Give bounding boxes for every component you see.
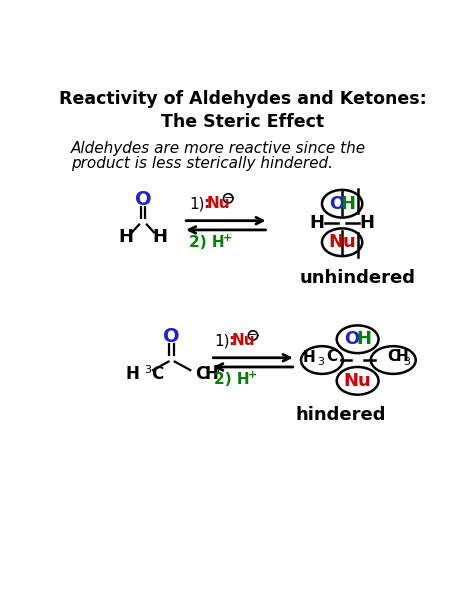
Text: C: C <box>326 350 337 364</box>
Text: The Steric Effect: The Steric Effect <box>161 113 325 131</box>
Text: H: H <box>204 365 218 383</box>
Text: 1): 1) <box>214 333 230 348</box>
Text: 2) H: 2) H <box>190 235 225 249</box>
Text: hindered: hindered <box>296 406 386 424</box>
Text: −: − <box>224 194 233 203</box>
Text: Nu: Nu <box>231 333 255 348</box>
Text: H: H <box>396 350 408 364</box>
Text: O: O <box>135 191 151 209</box>
Text: −: − <box>248 330 258 341</box>
Text: 3: 3 <box>144 365 151 375</box>
Text: Nu: Nu <box>207 196 230 211</box>
Text: Nu: Nu <box>344 372 372 390</box>
Text: 1): 1) <box>190 196 205 211</box>
Text: O: O <box>329 195 344 212</box>
Text: H: H <box>341 195 356 212</box>
Text: H: H <box>359 214 374 232</box>
Text: C: C <box>195 365 207 383</box>
Text: C: C <box>387 350 398 364</box>
Text: 3: 3 <box>317 356 324 367</box>
Text: +: + <box>247 370 257 381</box>
Text: :: : <box>203 196 210 211</box>
Text: :: : <box>228 333 235 348</box>
Text: H: H <box>310 214 325 232</box>
Text: Aldehydes are more reactive since the: Aldehydes are more reactive since the <box>71 141 366 155</box>
Text: Reactivity of Aldehydes and Ketones:: Reactivity of Aldehydes and Ketones: <box>59 90 427 108</box>
Text: 3: 3 <box>403 356 410 367</box>
Text: H: H <box>125 365 139 383</box>
Text: H: H <box>118 228 133 246</box>
Text: H: H <box>153 228 167 246</box>
Text: Nu: Nu <box>328 233 356 251</box>
Text: 2) H: 2) H <box>214 372 250 387</box>
Text: +: + <box>223 233 232 243</box>
Text: C: C <box>151 365 163 383</box>
Text: product is less sterically hindered.: product is less sterically hindered. <box>71 156 333 171</box>
Text: unhindered: unhindered <box>300 269 416 287</box>
Text: H: H <box>356 330 371 348</box>
Text: 3: 3 <box>212 365 219 375</box>
Text: O: O <box>345 330 360 348</box>
Text: H: H <box>303 350 316 365</box>
Text: O: O <box>164 327 180 347</box>
